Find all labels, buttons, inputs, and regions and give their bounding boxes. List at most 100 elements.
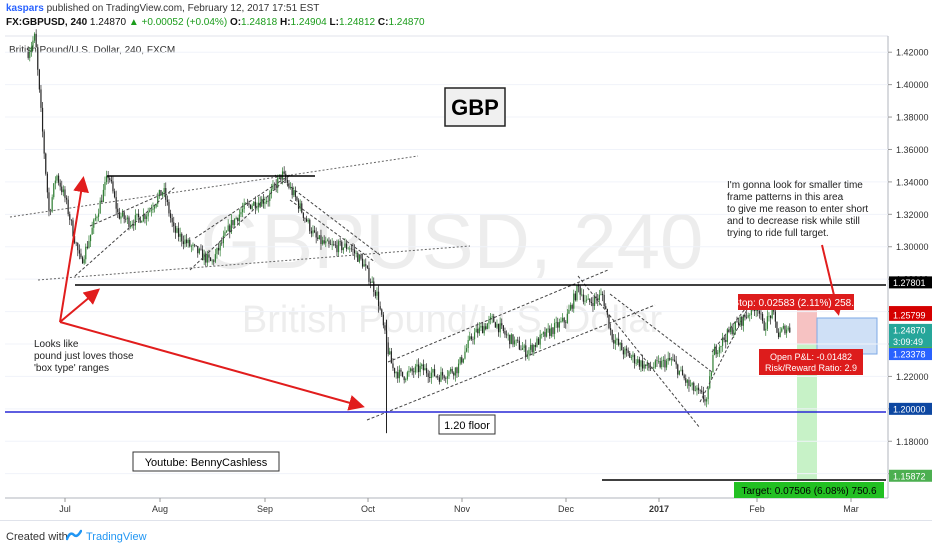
candle-body [160, 190, 162, 196]
candle-body [717, 352, 719, 355]
open-value: 1.24818 [241, 17, 278, 28]
candle-body [102, 189, 104, 202]
price-label-box [889, 402, 932, 415]
candle-body [769, 315, 772, 319]
candle-body [691, 382, 693, 386]
candle-body [181, 233, 183, 242]
candle-body [40, 89, 42, 108]
candle-body [766, 316, 768, 329]
candle-body [104, 182, 106, 190]
entry-box [816, 317, 878, 355]
candle-body [155, 203, 157, 207]
pnl-box [759, 349, 863, 375]
gbp-box [444, 87, 506, 127]
candle-body [360, 254, 362, 259]
price-label-text: 1.27801 [893, 278, 926, 288]
candle-body [707, 388, 709, 400]
candle-body [739, 317, 741, 325]
trade-zones [797, 297, 878, 480]
candle-body [424, 368, 426, 371]
candle-body [344, 243, 346, 248]
candle-body [785, 329, 788, 334]
candle-body [521, 348, 524, 350]
price-chart[interactable]: GBPUSD, 240 British Pound/U.S. Dollar Br… [0, 0, 932, 520]
candle-body [408, 370, 410, 373]
candle-body [446, 376, 448, 379]
candle-body [309, 219, 311, 232]
candle-body [563, 317, 565, 323]
candle-body [704, 399, 706, 402]
candle-body [537, 338, 540, 345]
candle-body [593, 296, 596, 307]
price-label-text: 1.20000 [893, 404, 926, 414]
candle-body [568, 309, 570, 314]
arrow-to-range [59, 288, 101, 323]
candle-body [533, 345, 535, 353]
candle-body [541, 334, 543, 335]
candle-body [334, 244, 336, 246]
watermark-name: British Pound/U.S. Dollar [242, 299, 663, 341]
candle-body [782, 326, 784, 329]
y-tick-label: 1.32000 [896, 210, 929, 220]
candle-body [249, 204, 252, 209]
candle-body [35, 33, 37, 48]
candle-body [401, 371, 404, 377]
candle-body [601, 293, 604, 295]
candle-body [473, 332, 476, 340]
candle-body [320, 235, 322, 244]
candle-body [158, 190, 160, 197]
candle-body [781, 328, 783, 332]
candle-body [761, 314, 764, 321]
candle-body [662, 359, 664, 361]
candle-body [67, 199, 69, 215]
candle-body [776, 321, 778, 333]
candle-body [467, 340, 469, 349]
candle-body [56, 175, 58, 181]
candle-body [235, 218, 237, 220]
candle-body [163, 188, 165, 193]
flag-line-4 [194, 177, 286, 239]
author-link[interactable]: kaspars [6, 3, 44, 14]
candle-body [558, 321, 560, 328]
candle-body [416, 364, 418, 367]
candle-body [669, 357, 671, 360]
candle-body [696, 387, 698, 391]
candle-body [117, 208, 119, 213]
candle-body [318, 235, 320, 239]
candle-body [80, 253, 82, 258]
candle-body [379, 306, 381, 310]
candle-body [528, 349, 530, 355]
tradingview-link[interactable]: TradingView [86, 531, 147, 543]
candle-body [465, 348, 468, 352]
candle-body [240, 212, 242, 215]
comment-line-1: I'm gonna look for smaller time [727, 180, 863, 191]
candle-body [445, 378, 447, 379]
candle-body [659, 361, 661, 368]
candle-body [505, 334, 508, 336]
candle-body [553, 323, 556, 334]
candle-body [270, 189, 272, 194]
candle-body [512, 334, 514, 345]
candle-body [392, 363, 394, 369]
y-tick-label: 1.30000 [896, 242, 929, 252]
candle-body [336, 245, 338, 253]
candle-body [443, 375, 445, 379]
candle-body [472, 339, 474, 340]
candle-body [507, 334, 509, 336]
candle-body [329, 243, 332, 245]
candle-body [534, 345, 536, 347]
candle-body [592, 303, 594, 307]
y-tick-label: 1.36000 [896, 145, 929, 155]
stop-box [738, 294, 854, 310]
candle-body [352, 249, 354, 250]
candle-body [305, 218, 308, 222]
candle-body [737, 322, 740, 325]
candle-body [665, 360, 668, 368]
candle-body [193, 244, 196, 246]
candle-body [433, 369, 436, 377]
x-axis: Jul Aug Sep Oct Nov Dec 2017 Feb Mar [59, 498, 859, 514]
candle-body [206, 254, 208, 263]
candle-body [38, 69, 40, 90]
rising-line-2 [711, 295, 756, 353]
countdown-label: 3:09:49 [893, 337, 923, 347]
